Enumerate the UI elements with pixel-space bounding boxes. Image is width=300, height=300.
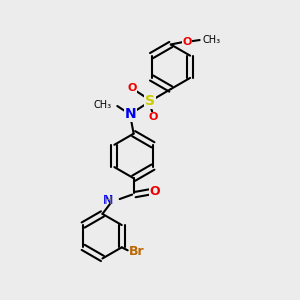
Text: Br: Br [129,245,145,258]
Text: S: S [145,94,155,108]
Text: O: O [128,82,137,93]
Text: N: N [125,107,136,121]
Text: CH₃: CH₃ [202,35,221,45]
Text: N: N [103,194,113,207]
Text: CH₃: CH₃ [93,100,111,110]
Text: O: O [182,37,192,46]
Text: H: H [98,196,113,206]
Text: O: O [148,112,158,122]
Text: O: O [149,185,160,198]
